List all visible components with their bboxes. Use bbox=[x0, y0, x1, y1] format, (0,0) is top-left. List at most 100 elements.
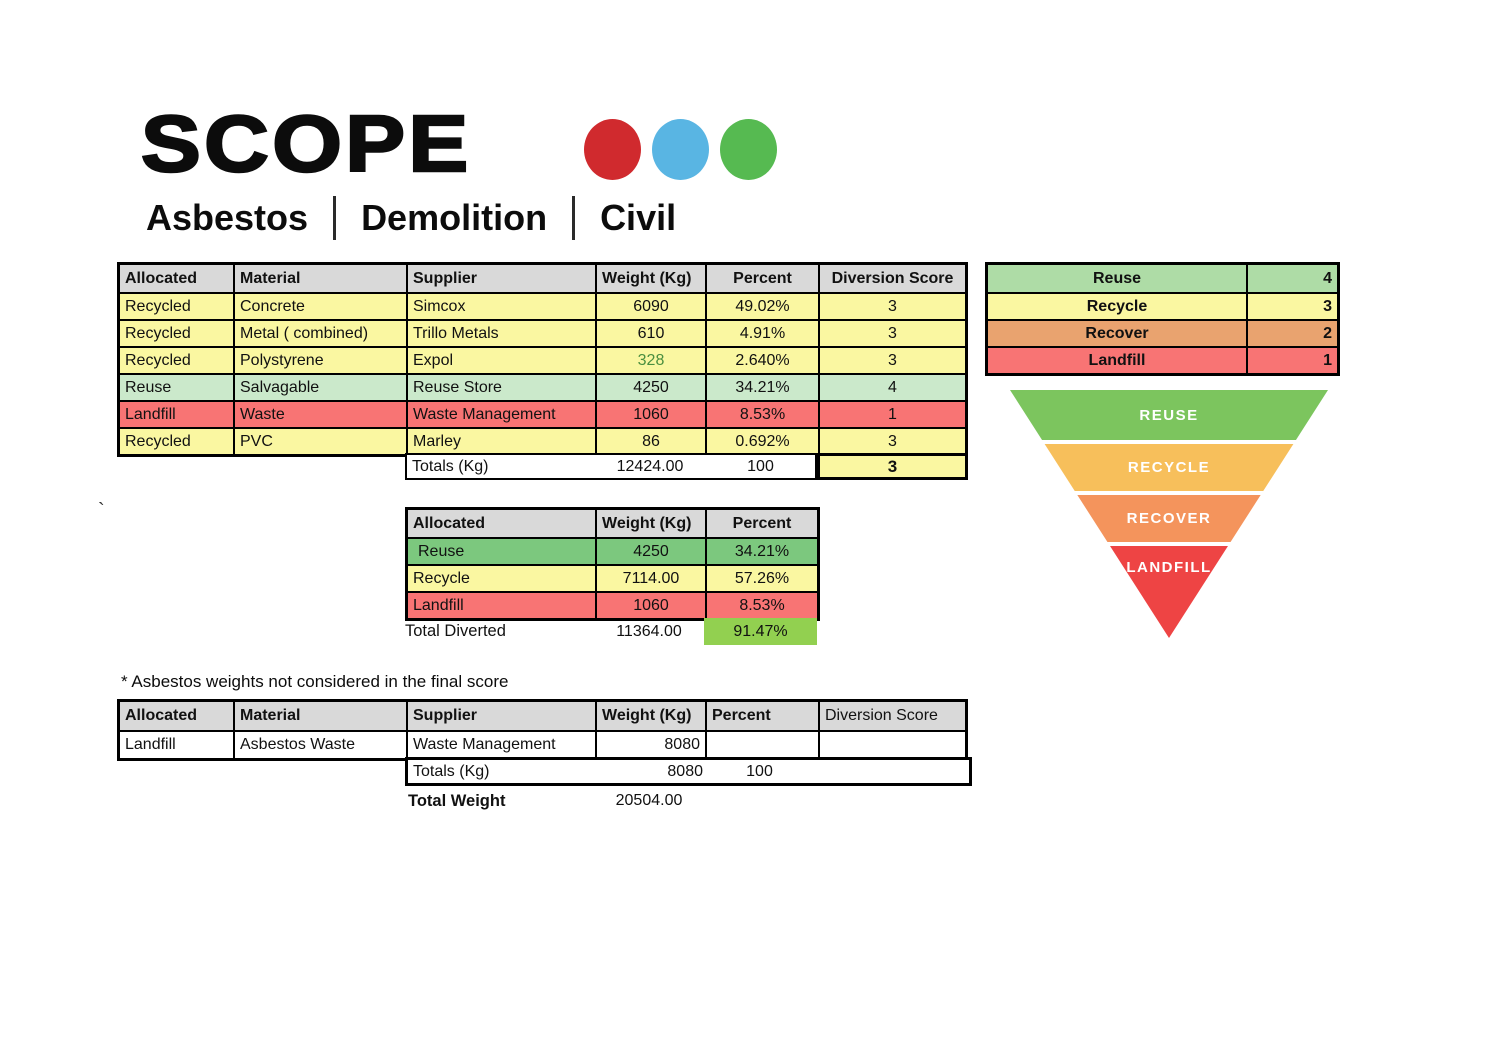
cell-supplier: Expol bbox=[406, 348, 595, 373]
cell-percent: 8.53% bbox=[705, 593, 817, 618]
logo-tagline: Asbestos Demolition Civil bbox=[146, 196, 676, 240]
tagline-demolition: Demolition bbox=[361, 197, 548, 238]
pyramid-level-recycle: RECYCLE bbox=[1010, 444, 1328, 491]
legend-row-recycle: Recycle 3 bbox=[988, 292, 1337, 319]
pyramid-gap bbox=[1010, 542, 1328, 546]
materials-totals-row: Totals (Kg) 12424.00 100 3 bbox=[405, 453, 968, 480]
legend-row-reuse: Reuse 4 bbox=[988, 265, 1337, 292]
cell-score: 4 bbox=[818, 375, 965, 400]
cell-percent bbox=[705, 732, 818, 758]
cell-supplier: Marley bbox=[406, 429, 595, 454]
cell-allocated: Reuse bbox=[125, 378, 172, 396]
table-row-concrete: Recycled Concrete Simcox 6090 49.02% 3 bbox=[120, 292, 965, 319]
column-header-diversion-score: Diversion Score bbox=[818, 265, 965, 292]
cell-weight: 328 bbox=[595, 348, 705, 373]
tagline-asbestos: Asbestos bbox=[146, 197, 309, 238]
divider-bar bbox=[333, 196, 337, 240]
totals-percent: 100 bbox=[746, 762, 773, 780]
table-row-salvagable: Reuse Salvagable Reuse Store 4250 34.21%… bbox=[120, 373, 965, 400]
tagline-civil: Civil bbox=[600, 197, 677, 238]
cell-percent: 8.53% bbox=[705, 402, 818, 427]
cell-allocated: Recycled bbox=[125, 432, 191, 450]
asbestos-note: * Asbestos weights not considered in the… bbox=[121, 672, 509, 691]
pyramid-level-reuse: REUSE bbox=[1010, 390, 1328, 440]
cell-material: Concrete bbox=[233, 294, 406, 319]
table-row-pvc: Recycled PVC Marley 86 0.692% 3 bbox=[120, 427, 965, 454]
legend-score: 1 bbox=[1246, 348, 1337, 373]
column-header-supplier: Supplier bbox=[406, 265, 595, 292]
cell-allocated: Recycled bbox=[125, 351, 191, 369]
cell-score: 3 bbox=[818, 429, 965, 454]
column-header-allocated: Allocated bbox=[413, 514, 486, 532]
column-header-percent: Percent bbox=[705, 702, 818, 730]
cell-supplier: Waste Management bbox=[406, 402, 595, 427]
column-header-supplier: Supplier bbox=[406, 702, 595, 730]
legend-score: 2 bbox=[1246, 321, 1337, 346]
summary-row-landfill: Landfill 1060 8.53% bbox=[408, 591, 817, 618]
pyramid-gap bbox=[1010, 491, 1328, 495]
legend-row-landfill: Landfill 1 bbox=[988, 346, 1337, 373]
cell-weight: 4250 bbox=[595, 539, 705, 564]
final-diversion-score: 3 bbox=[817, 453, 968, 480]
column-header-weight: Weight (Kg) bbox=[595, 702, 705, 730]
table-row-polystyrene: Recycled Polystyrene Expol 328 2.640% 3 bbox=[120, 346, 965, 373]
table-row-waste: Landfill Waste Waste Management 1060 8.5… bbox=[120, 400, 965, 427]
total-weight-value: 20504.00 bbox=[615, 792, 683, 809]
cell-material: Salvagable bbox=[233, 375, 406, 400]
red-dot-icon bbox=[584, 119, 641, 180]
cell-supplier: Waste Management bbox=[406, 732, 595, 758]
table-row-asbestos-waste: Landfill Asbestos Waste Waste Management… bbox=[120, 730, 965, 758]
table-header-row: Allocated Weight (Kg) Percent bbox=[408, 510, 817, 537]
cell-allocated: Landfill bbox=[125, 405, 176, 423]
legend-score: 4 bbox=[1246, 265, 1337, 292]
legend-row-recover: Recover 2 bbox=[988, 319, 1337, 346]
cell-weight: 86 bbox=[595, 429, 705, 454]
cell-supplier: Trillo Metals bbox=[406, 321, 595, 346]
cell-allocated: Recycled bbox=[125, 324, 191, 342]
cell-score: 1 bbox=[818, 402, 965, 427]
total-diverted-label: Total Diverted bbox=[405, 622, 506, 640]
cell-score: 3 bbox=[818, 321, 965, 346]
pyramid-level-recover: RECOVER bbox=[1010, 495, 1328, 542]
pyramid-gap bbox=[1010, 440, 1328, 444]
cell-score bbox=[818, 732, 965, 758]
cell-supplier: Reuse Store bbox=[406, 375, 595, 400]
total-weight-label: Total Weight bbox=[408, 791, 506, 810]
cell-percent: 0.692% bbox=[705, 429, 818, 454]
cell-weight: 4250 bbox=[595, 375, 705, 400]
totals-weight: 8080 bbox=[667, 762, 703, 780]
cell-supplier: Simcox bbox=[406, 294, 595, 319]
column-header-weight: Weight (Kg) bbox=[595, 510, 705, 537]
totals-weight: 12424.00 bbox=[616, 457, 684, 475]
green-dot-icon bbox=[720, 119, 777, 180]
table-header-row: Allocated Material Supplier Weight (Kg) … bbox=[120, 265, 965, 292]
cell-weight: 6090 bbox=[595, 294, 705, 319]
cell-weight: 610 bbox=[595, 321, 705, 346]
scope-logo-wordmark: SCOPE bbox=[140, 99, 472, 188]
cell-material: PVC bbox=[233, 429, 406, 454]
column-header-percent: Percent bbox=[705, 265, 818, 292]
total-diverted-percent: 91.47% bbox=[704, 618, 817, 645]
totals-label: Totals (Kg) bbox=[412, 457, 489, 475]
cell-weight: 1060 bbox=[595, 402, 705, 427]
total-weight-row: Total Weight 20504.00 bbox=[408, 789, 704, 813]
materials-table: Allocated Material Supplier Weight (Kg) … bbox=[117, 262, 968, 457]
diversion-score-legend: Reuse 4 Recycle 3 Recover 2 Landfill 1 bbox=[985, 262, 1340, 376]
totals-label: Totals (Kg) bbox=[413, 762, 490, 780]
column-header-material: Material bbox=[233, 702, 406, 730]
blue-dot-icon bbox=[652, 119, 709, 180]
pyramid-level-landfill: LANDFILL bbox=[1010, 546, 1328, 638]
column-header-percent: Percent bbox=[705, 510, 817, 537]
legend-label: Landfill bbox=[1088, 351, 1146, 369]
cell-weight: 1060 bbox=[595, 593, 705, 618]
cell-allocated: Landfill bbox=[413, 596, 464, 614]
cell-percent: 49.02% bbox=[705, 294, 818, 319]
table-header-row: Allocated Material Supplier Weight (Kg) … bbox=[120, 702, 965, 730]
logo-dots bbox=[584, 119, 777, 180]
cell-allocated: Recycled bbox=[125, 297, 191, 315]
cell-percent: 34.21% bbox=[705, 539, 817, 564]
cell-weight: 7114.00 bbox=[595, 566, 705, 591]
cell-score: 3 bbox=[818, 348, 965, 373]
totals-percent: 100 bbox=[747, 457, 774, 475]
